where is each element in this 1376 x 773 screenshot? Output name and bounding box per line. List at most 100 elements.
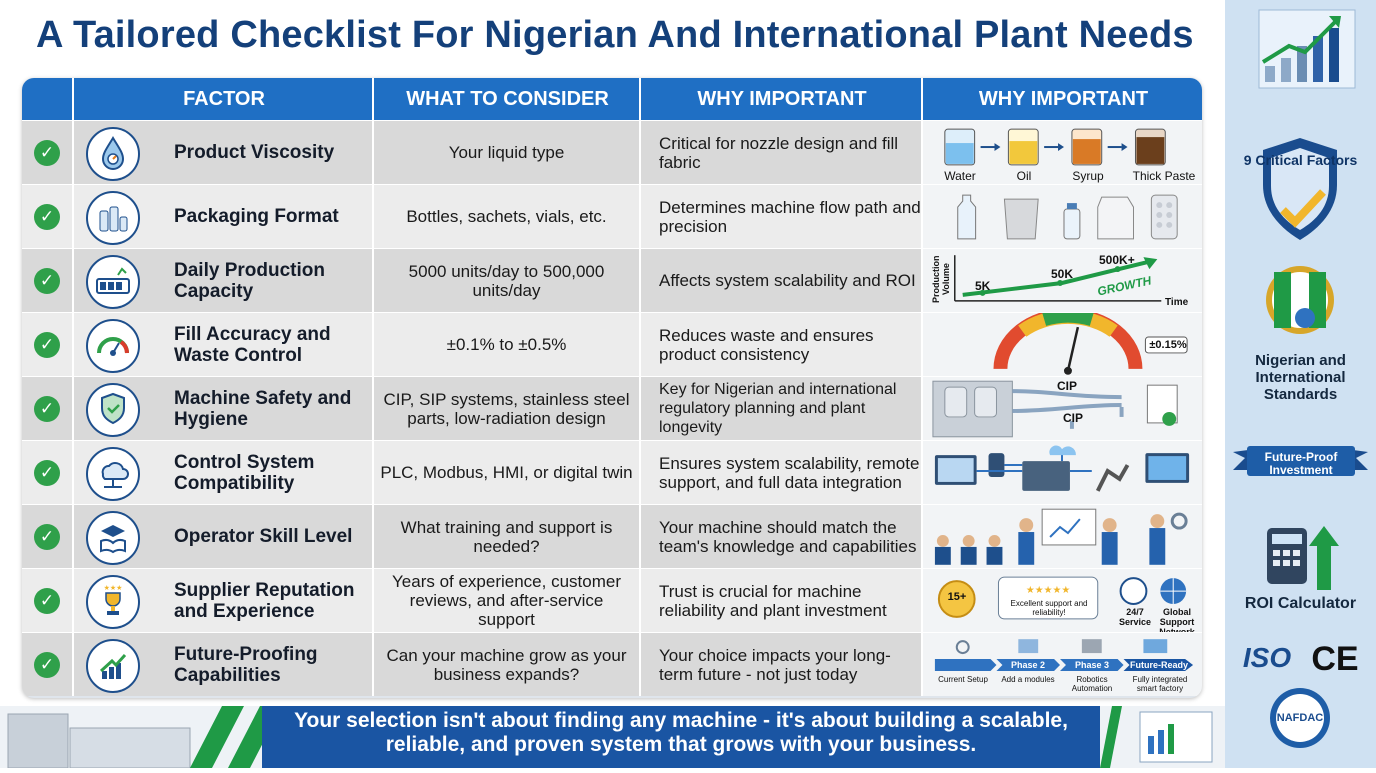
accuracy-readout: ±0.15%	[1149, 339, 1187, 351]
table-row: ✓ Control System Compatibility PLC, Modb…	[22, 440, 1202, 504]
check-icon: ✓	[34, 587, 60, 614]
bottles-icon	[86, 191, 140, 245]
viscosity-label: Syrup	[1072, 169, 1104, 183]
consider-text: 5000 units/day to 500,000 units/day	[372, 249, 639, 312]
review-text: Excellent support and reliability!	[1010, 599, 1088, 617]
check-icon: ✓	[34, 651, 60, 678]
accuracy-visual: ±0.15%	[921, 313, 1202, 376]
right-panel-graphics	[1233, 9, 1368, 748]
consider-text: Your liquid type	[372, 121, 639, 184]
phase-caption: Fully integrated smart factory	[1132, 675, 1188, 693]
factor-name: Future-Proofing Capabilities	[174, 643, 318, 686]
factor-name: Machine Safety and Hygiene	[174, 387, 352, 430]
roi-calculator-label: ROI Calculator	[1244, 595, 1357, 612]
factor-name: Control System Compatibility	[174, 451, 315, 494]
why-text: Affects system scalability and ROI	[639, 249, 921, 312]
header-factor: FACTOR	[72, 78, 374, 120]
capacity-point-label: 50K	[1051, 267, 1074, 281]
why-text: Reduces waste and ensures product consis…	[639, 313, 921, 376]
capacity-xlabel: Time	[1165, 297, 1189, 308]
phase-caption: Add a modules	[1001, 675, 1055, 684]
standards-label: Nigerian and International Standards	[1255, 352, 1346, 403]
check-icon: ✓	[34, 267, 60, 294]
why-text: Critical for nozzle design and fill fabr…	[639, 121, 921, 184]
shield-hand-icon	[86, 383, 140, 437]
table-row: ✓ Daily Production Capacity 5000 units/d…	[22, 248, 1202, 312]
cip-label: CIP	[1057, 379, 1078, 393]
consider-text: What training and support is needed?	[372, 505, 639, 568]
phase-label: Phase 2	[1010, 660, 1046, 670]
right-sidebar: 9 Critical Factors Nigerian and Internat…	[1225, 0, 1376, 768]
supplier-visual: ★★★★★ 15+ Excellent support and reliabil…	[921, 569, 1202, 637]
table-row: ✓ Packaging Format Bottles, sachets, via…	[22, 184, 1202, 248]
why-text: Ensures system scalability, remote suppo…	[639, 441, 921, 504]
droplet-gauge-icon	[86, 127, 140, 181]
table-row: ✓ Fill Accuracy and Waste Control ±0.1% …	[22, 312, 1202, 376]
trophy-icon: ★★★	[86, 575, 140, 629]
cip-label: CIP	[1063, 411, 1084, 425]
check-icon: ✓	[34, 331, 60, 358]
header-why: WHY IMPORTANT	[639, 78, 923, 120]
why-text: Trust is crucial for machine reliability…	[639, 569, 921, 632]
graduation-book-icon	[86, 511, 140, 565]
factor-name: Daily Production Capacity	[174, 259, 325, 302]
footer-banner	[262, 706, 1100, 768]
page-title: A Tailored Checklist For Nigerian And In…	[36, 14, 1194, 56]
years-badge: 15+	[947, 591, 967, 603]
phase-caption: Current Setup	[938, 675, 988, 684]
table-row: ✓ Machine Safety and Hygiene CIP, SIP sy…	[22, 376, 1202, 440]
check-icon: ✓	[34, 395, 60, 422]
growth-chart-icon	[86, 639, 140, 693]
consider-text: PLC, Modbus, HMI, or digital twin	[372, 441, 639, 504]
consider-text: Years of experience, customer reviews, a…	[372, 569, 639, 632]
viscosity-label: Oil	[1016, 169, 1032, 183]
viscosity-label: Thick Paste	[1132, 169, 1196, 183]
gauge-icon	[86, 319, 140, 373]
consider-text: Bottles, sachets, vials, etc.	[372, 185, 639, 248]
service-label: 24/7 Service	[1118, 607, 1152, 627]
phase-caption: Robotics Automation	[1071, 675, 1113, 693]
why-text: Your machine should match the team's kno…	[639, 505, 921, 568]
why-text: Key for Nigerian and international regul…	[639, 377, 921, 440]
footer-message: Your selection isn't about finding any m…	[294, 709, 1068, 756]
check-icon: ✓	[34, 523, 60, 550]
consider-text: ±0.1% to ±0.5%	[372, 313, 639, 376]
phase-label: Future-Ready	[1129, 660, 1188, 670]
factor-name: Operator Skill Level	[174, 526, 353, 547]
table-row: ✓ Future-Proofing Capabilities Can your …	[22, 632, 1202, 696]
future-roadmap-visual: Phase 2 Phase 3 Future-Ready Current Set…	[921, 633, 1202, 696]
counter-icon	[86, 255, 140, 309]
capacity-ylabel: Production Volume	[931, 255, 951, 303]
future-proof-ribbon: Future-Proof Investment	[1264, 450, 1338, 477]
viscosity-label: Water	[944, 169, 976, 183]
packaging-visual	[921, 185, 1202, 248]
ce-mark: CE	[1311, 640, 1359, 678]
phase-label: Phase 3	[1074, 660, 1110, 670]
nafdac-seal: NAFDAC	[1276, 712, 1324, 724]
safety-visual: CIP CIP	[921, 377, 1202, 440]
consider-text: CIP, SIP systems, stainless steel parts,…	[372, 377, 639, 440]
cloud-network-icon	[86, 447, 140, 501]
training-visual	[921, 505, 1202, 568]
critical-factors-badge: 9 Critical Factors	[1243, 152, 1358, 168]
table-row: ✓ ★★★ Supplier Reputation and Experience…	[22, 568, 1202, 637]
factor-name: Supplier Reputation and Experience	[174, 579, 355, 622]
header-check-col	[22, 78, 72, 120]
header-why-visual: WHY IMPORTANT	[921, 78, 1202, 120]
factor-name: Product Viscosity	[174, 142, 335, 163]
why-text: Your choice impacts your long-term futur…	[639, 633, 921, 696]
capacity-visual: Production Volume Time 5K 50K 500K+ GROW…	[921, 249, 1202, 312]
check-icon: ✓	[34, 203, 60, 230]
table-row: ✓ Operator Skill Level What training and…	[22, 504, 1202, 568]
factor-name: Fill Accuracy and Waste Control	[174, 323, 331, 366]
capacity-point-label: 5K	[975, 279, 991, 293]
svg-text:★★★: ★★★	[104, 584, 123, 592]
check-icon: ✓	[34, 459, 60, 486]
iso-mark: ISO	[1242, 642, 1292, 673]
table-header: FACTOR WHAT TO CONSIDER WHY IMPORTANT WH…	[22, 78, 1202, 120]
check-icon: ✓	[34, 139, 60, 166]
factor-name: Packaging Format	[174, 206, 339, 227]
control-system-visual	[921, 441, 1202, 504]
viscosity-visual: Water Oil Syrup Thick Paste	[921, 121, 1202, 184]
checklist-table: FACTOR WHAT TO CONSIDER WHY IMPORTANT WH…	[22, 78, 1202, 698]
